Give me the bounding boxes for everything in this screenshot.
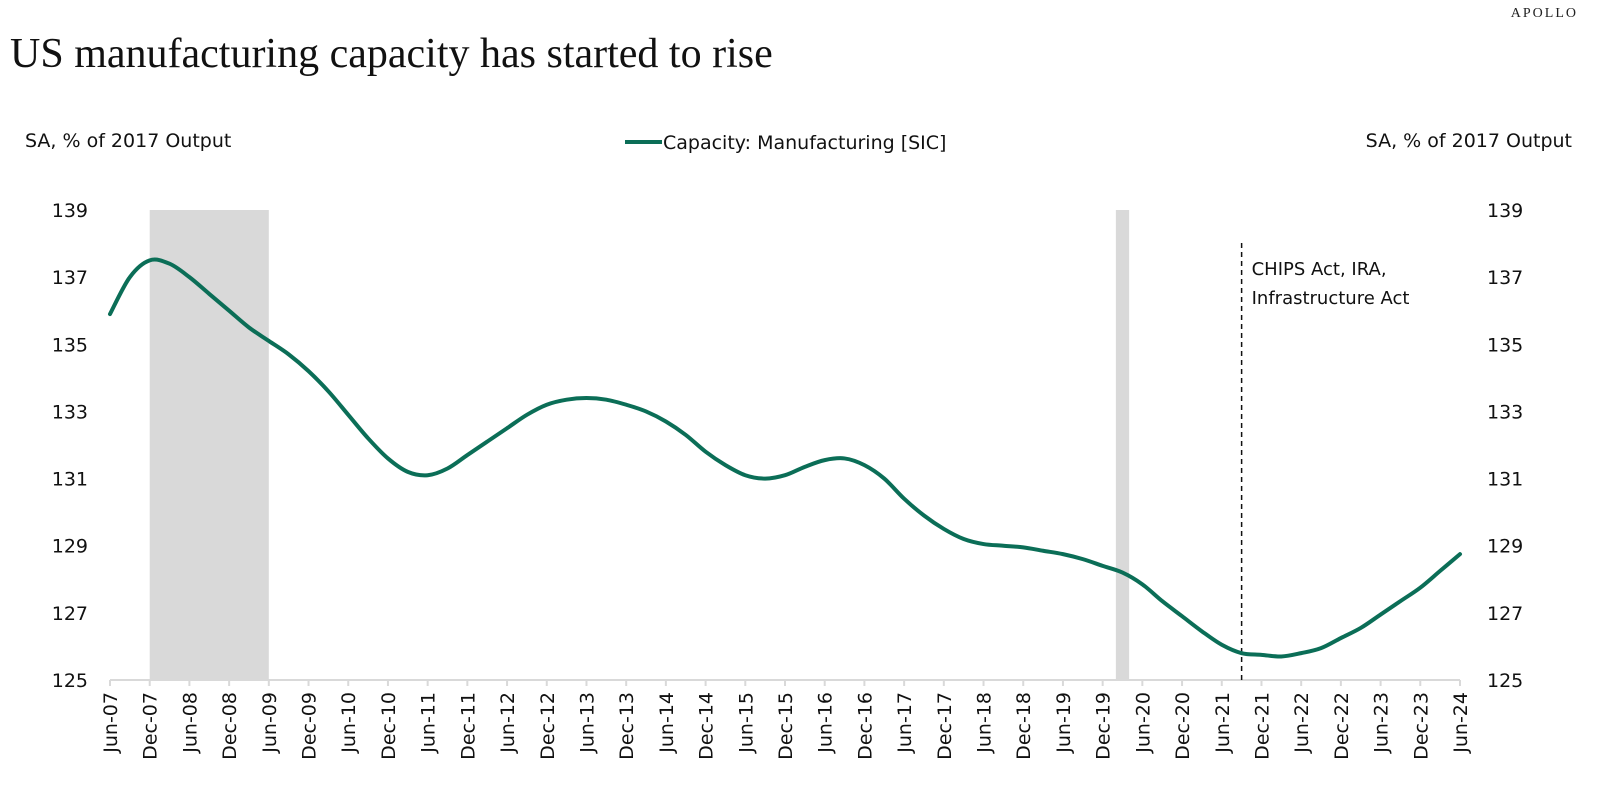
annotation-text-0-1: Infrastructure Act [1252, 288, 1410, 309]
x-tick-label-Dec-22: Dec-22 [1331, 692, 1353, 760]
y-tick-left-135: 135 [52, 334, 88, 356]
x-tick-label-Dec-21: Dec-21 [1251, 692, 1273, 760]
x-tick-label-Jun-22: Jun-22 [1291, 692, 1313, 754]
axes: 125 125 127 127 129 129 131 131 133 133 135 135 137 1… [52, 200, 1524, 760]
x-tick-label-Dec-08: Dec-08 [219, 692, 241, 760]
legend-label: Capacity: Manufacturing [SIC] [663, 132, 946, 154]
x-tick-label-Jun-18: Jun-18 [974, 692, 996, 754]
y-tick-left-127: 127 [52, 603, 88, 625]
y-tick-right-127: 127 [1487, 603, 1523, 625]
x-tick-label-Jun-19: Jun-19 [1053, 692, 1075, 754]
x-tick-label-Dec-23: Dec-23 [1410, 692, 1432, 760]
right-axis-title: SA, % of 2017 Output [1366, 130, 1572, 152]
series-lines [108, 257, 1462, 659]
x-tick-label-Jun-09: Jun-09 [259, 692, 281, 754]
y-tick-left-133: 133 [52, 401, 88, 423]
x-tick-label-Dec-16: Dec-16 [854, 692, 876, 760]
annotations: CHIPS Act, IRA, Infrastructure Act [1240, 243, 1410, 680]
y-tick-left-125: 125 [52, 670, 88, 692]
legend: Capacity: Manufacturing [SIC] [625, 132, 946, 154]
y-tick-right-137: 137 [1487, 267, 1523, 289]
y-tick-right-133: 133 [1487, 401, 1523, 423]
x-tick-label-Jun-08: Jun-08 [179, 692, 201, 754]
x-tick-label-Jun-23: Jun-23 [1371, 692, 1393, 754]
x-tick-label-Dec-18: Dec-18 [1013, 692, 1035, 760]
brand-logo: APOLLO [1510, 6, 1578, 21]
y-tick-left-139: 139 [52, 200, 88, 222]
x-tick-label-Jun-11: Jun-11 [418, 692, 440, 754]
x-tick-label-Jun-16: Jun-16 [815, 692, 837, 754]
recession-band-0 [149, 210, 269, 680]
x-tick-label-Dec-20: Dec-20 [1172, 692, 1194, 760]
x-tick-label-Jun-07: Jun-07 [100, 692, 122, 754]
x-tick-label-Dec-10: Dec-10 [378, 692, 400, 760]
x-tick-label-Jun-20: Jun-20 [1132, 692, 1154, 754]
chart-title: US manufacturing capacity has started to… [10, 31, 773, 77]
y-tick-right-139: 139 [1487, 200, 1523, 222]
x-tick-label-Dec-14: Dec-14 [696, 692, 718, 760]
y-tick-left-137: 137 [52, 267, 88, 289]
x-tick-label-Dec-12: Dec-12 [537, 692, 559, 760]
x-tick-label-Jun-12: Jun-12 [497, 692, 519, 754]
x-tick-label-Dec-15: Dec-15 [775, 692, 797, 760]
x-tick-label-Jun-10: Jun-10 [338, 692, 360, 754]
recession-band-1 [1115, 210, 1130, 680]
x-tick-label-Jun-24: Jun-24 [1450, 692, 1472, 754]
x-tick-label-Dec-13: Dec-13 [616, 692, 638, 760]
x-tick-label-Dec-19: Dec-19 [1093, 692, 1115, 760]
left-axis-title: SA, % of 2017 Output [25, 130, 231, 152]
y-tick-left-131: 131 [52, 469, 88, 491]
x-tick-label-Jun-15: Jun-15 [735, 692, 757, 754]
x-tick-label-Jun-17: Jun-17 [894, 692, 916, 754]
x-tick-label-Jun-14: Jun-14 [656, 692, 678, 754]
y-tick-right-125: 125 [1487, 670, 1523, 692]
y-tick-right-135: 135 [1487, 334, 1523, 356]
y-tick-left-129: 129 [52, 536, 88, 558]
x-tick-label-Dec-17: Dec-17 [934, 692, 956, 760]
y-tick-right-129: 129 [1487, 536, 1523, 558]
x-tick-label-Dec-07: Dec-07 [140, 692, 162, 760]
annotation-text-0-0: CHIPS Act, IRA, [1252, 259, 1387, 280]
x-tick-label-Jun-21: Jun-21 [1212, 692, 1234, 754]
recession-bands [149, 210, 1130, 680]
x-tick-label-Jun-13: Jun-13 [576, 692, 598, 754]
x-tick-label-Dec-11: Dec-11 [457, 692, 479, 760]
series-line-0 [108, 257, 1462, 659]
y-tick-right-131: 131 [1487, 469, 1523, 491]
x-tick-label-Dec-09: Dec-09 [299, 692, 321, 760]
